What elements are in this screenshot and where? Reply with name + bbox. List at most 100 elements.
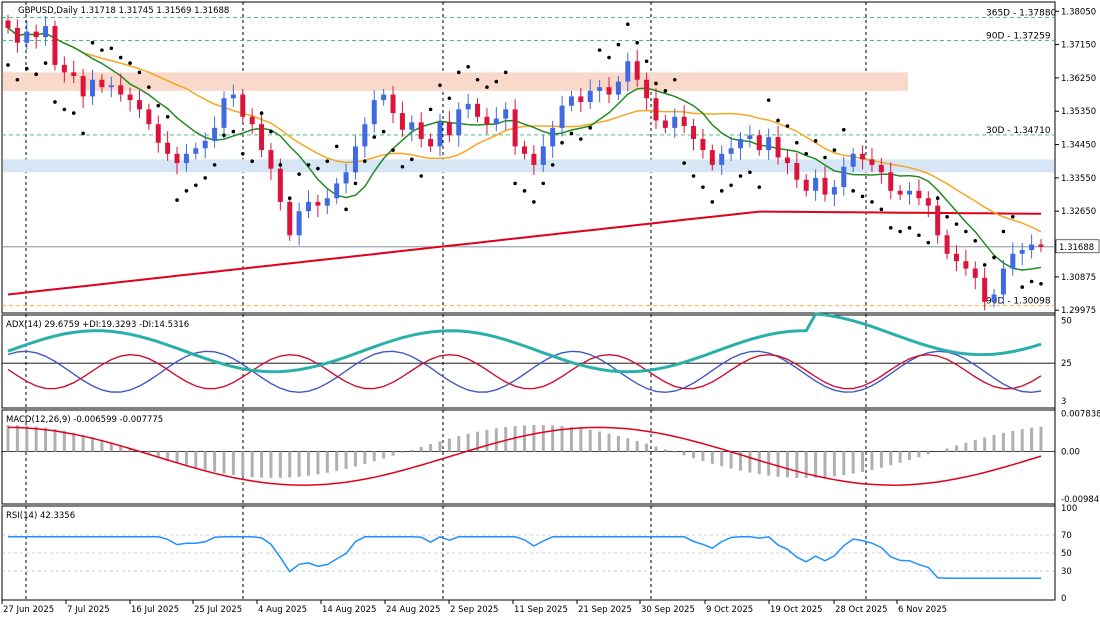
macd-histogram-bar <box>926 451 930 455</box>
rsi-title: RSI(14) 42.3356 <box>6 511 75 521</box>
sar-dot <box>447 96 452 101</box>
candle-body <box>249 116 255 125</box>
sar-dot <box>503 70 508 75</box>
candle-body <box>456 109 462 136</box>
sar-dot <box>269 129 273 134</box>
current-price-label: 1.31688 <box>1059 243 1094 253</box>
macd-histogram-bar <box>438 441 442 452</box>
candle-body <box>277 168 283 202</box>
macd-histogram-bar <box>194 451 198 468</box>
macd-histogram-bar <box>560 425 564 452</box>
candle-body <box>362 124 368 147</box>
x-tick-label: 24 Aug 2025 <box>386 605 440 615</box>
sar-dot <box>663 89 668 93</box>
sar-dot <box>43 61 48 65</box>
macd-histogram-bar <box>15 425 19 452</box>
macd-histogram-bar <box>203 451 207 470</box>
x-tick-label: 7 Jul 2025 <box>67 605 110 615</box>
macd-histogram-bar <box>701 451 705 461</box>
candle-body <box>503 109 509 119</box>
candle-body <box>428 138 434 147</box>
candle-body <box>1038 244 1044 247</box>
macd-histogram-bar <box>400 451 404 453</box>
rsi-tick-label: 70 <box>1061 531 1072 541</box>
macd-histogram-bar <box>466 433 470 452</box>
sar-dot <box>466 64 470 69</box>
macd-histogram-bar <box>382 451 386 459</box>
x-tick-label: 14 Aug 2025 <box>322 605 376 615</box>
macd-histogram-bar <box>1011 430 1015 452</box>
macd-histogram-bar <box>175 451 179 463</box>
ma-short-line <box>7 27 1042 271</box>
sar-dot <box>15 77 20 82</box>
candle-body <box>869 159 875 165</box>
sar-dot <box>363 159 367 164</box>
pane-frame-0 <box>1 1 1056 314</box>
sar-dot <box>231 129 236 134</box>
candle-body <box>446 122 452 136</box>
sar-dot <box>456 70 461 75</box>
candle-body <box>155 124 161 143</box>
sar-dot <box>532 200 536 204</box>
macd-histogram-bar <box>44 427 48 452</box>
candle-body <box>634 61 640 80</box>
macd-histogram-bar <box>325 451 329 473</box>
candle-body <box>737 138 743 149</box>
candle-body <box>146 109 152 125</box>
sar-dot <box>832 148 837 152</box>
sar-dot <box>795 140 799 145</box>
sar-dot <box>748 170 752 175</box>
candle-body <box>183 153 189 164</box>
sar-dot <box>250 159 254 164</box>
x-tick-label: 9 Oct 2025 <box>706 605 753 615</box>
sar-dot <box>945 214 949 219</box>
candle-body <box>953 253 959 262</box>
macd-histogram-bar <box>917 451 921 458</box>
macd-histogram-bar <box>147 451 151 455</box>
candle-body <box>878 164 884 173</box>
macd-histogram-bar <box>541 425 545 452</box>
macd-histogram-bar <box>513 426 517 452</box>
x-tick-label: 6 Nov 2025 <box>898 605 947 615</box>
candle-body <box>653 98 659 121</box>
candle-body <box>1010 253 1016 269</box>
candle-body <box>531 153 537 165</box>
sar-dot <box>626 22 630 27</box>
sar-dot <box>635 40 639 45</box>
sar-dot <box>616 42 621 47</box>
rsi-tick-label: 50 <box>1061 549 1072 559</box>
sar-dot <box>841 127 846 132</box>
macd-histogram-bar <box>908 451 912 461</box>
macd-histogram-bar <box>166 451 170 460</box>
sar-dot <box>410 157 414 162</box>
sar-dot <box>372 135 377 139</box>
macd-histogram-bar <box>776 451 780 477</box>
macd-histogram-bar <box>804 451 808 478</box>
sar-dot <box>992 255 996 260</box>
minus-di-line <box>7 353 1042 390</box>
macd-tick-label: 0.007838 <box>1061 410 1100 420</box>
sar-dot <box>194 183 198 188</box>
adx-tick-label: 50 <box>1061 316 1072 326</box>
candle-body <box>766 137 772 151</box>
candle-body <box>784 157 790 164</box>
sar-dot <box>907 226 912 230</box>
ma-long-line <box>7 210 1042 296</box>
macd-histogram-bar <box>635 440 639 452</box>
macd-histogram-bar <box>91 437 95 452</box>
macd-histogram-bar <box>898 451 902 463</box>
candle-body <box>268 150 274 169</box>
macd-histogram-bar <box>391 451 395 456</box>
macd-histogram-bar <box>964 442 968 452</box>
macd-histogram-bar <box>419 446 423 452</box>
candle-body <box>972 268 978 278</box>
macd-histogram-bar <box>184 451 188 466</box>
sar-dot <box>672 77 677 82</box>
macd-histogram-bar <box>945 448 949 452</box>
adx-title: ADX(14) 29.6759 +DI:19.3293 -DI:14.5316 <box>6 320 189 330</box>
candle-body <box>399 113 405 130</box>
candle-body <box>475 103 481 117</box>
candle-body <box>681 116 687 127</box>
sar-dot <box>353 181 358 186</box>
candle-body <box>315 201 321 206</box>
